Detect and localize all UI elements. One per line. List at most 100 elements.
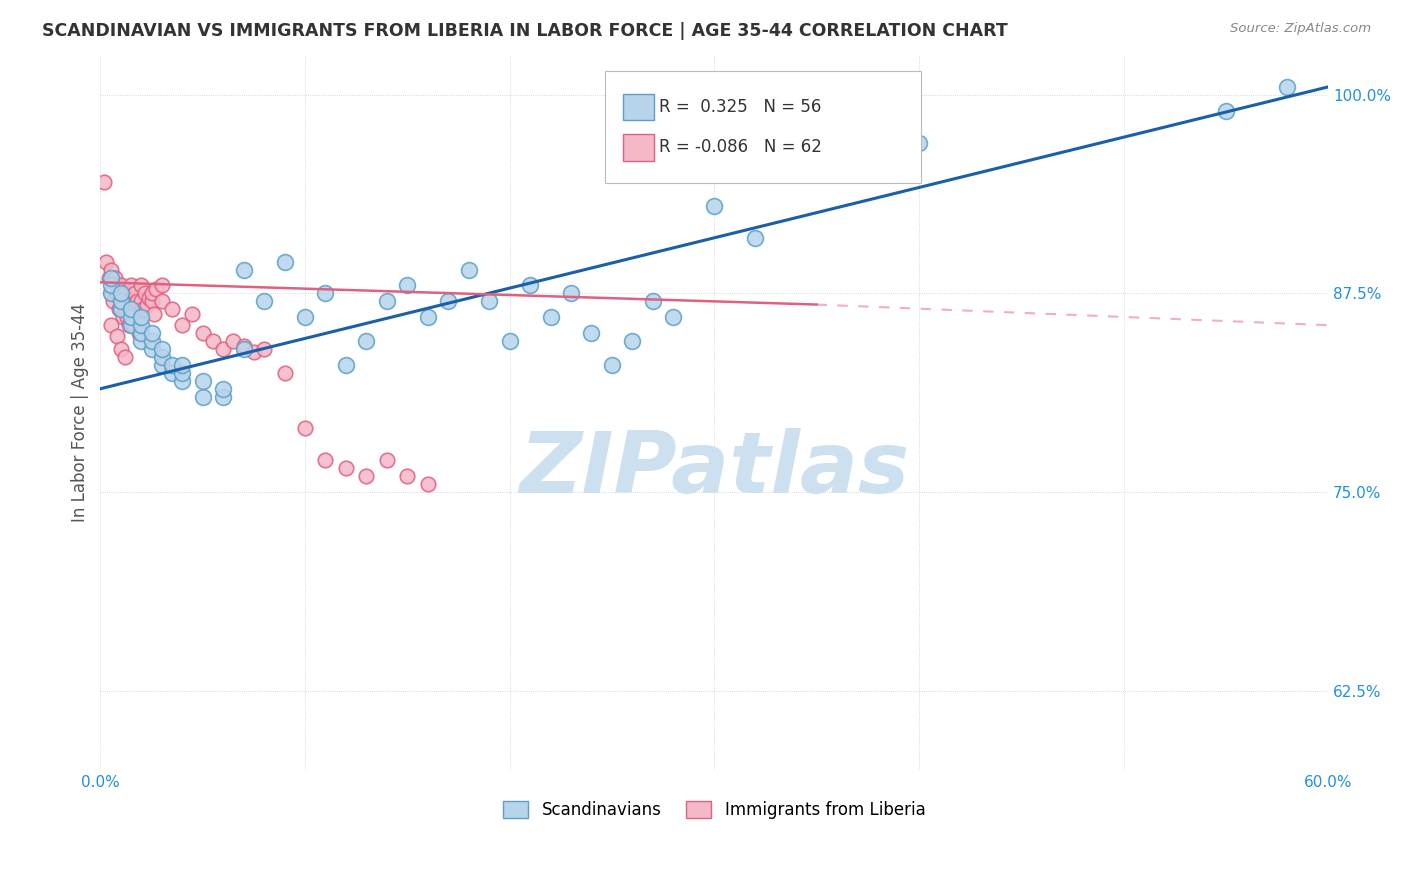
Point (172, 374, 194, 388)
Point (129, 334, 152, 348)
Point (100, 286, 122, 301)
Point (641, 294, 664, 309)
Point (294, 310, 316, 325)
Text: SCANDINAVIAN VS IMMIGRANTS FROM LIBERIA IN LABOR FORCE | AGE 35-44 CORRELATION C: SCANDINAVIAN VS IMMIGRANTS FROM LIBERIA … (42, 22, 1008, 40)
Point (120, 278, 142, 293)
Point (129, 278, 152, 293)
Point (105, 286, 128, 301)
Point (100, 286, 122, 301)
Point (97, 270, 120, 285)
Point (560, 286, 582, 301)
Point (124, 286, 146, 301)
Point (232, 339, 254, 353)
Point (703, 199, 725, 213)
Point (127, 310, 149, 325)
Point (396, 278, 419, 293)
Point (141, 326, 163, 340)
Point (107, 302, 129, 317)
Point (181, 307, 204, 321)
Point (457, 262, 479, 277)
Point (138, 291, 160, 305)
Point (110, 278, 132, 293)
Text: ZIPatlas: ZIPatlas (519, 428, 910, 511)
Point (437, 294, 460, 309)
Point (100, 278, 122, 293)
Point (356, 469, 378, 483)
Point (150, 342, 173, 356)
Point (111, 310, 134, 325)
Point (122, 302, 145, 317)
Point (273, 366, 295, 380)
Point (128, 326, 150, 340)
Point (141, 334, 163, 348)
Point (191, 326, 214, 340)
Point (160, 302, 183, 317)
Point (110, 342, 132, 356)
Point (212, 382, 235, 396)
Point (104, 270, 127, 285)
Point (621, 334, 644, 348)
Point (172, 366, 194, 380)
Point (118, 318, 141, 333)
Point (375, 453, 398, 467)
Point (160, 358, 183, 372)
Point (150, 350, 173, 364)
Y-axis label: In Labor Force | Age 35-44: In Labor Force | Age 35-44 (72, 303, 89, 522)
Point (111, 286, 134, 301)
Point (498, 334, 520, 348)
Legend: Scandinavians, Immigrants from Liberia: Scandinavians, Immigrants from Liberia (496, 795, 932, 826)
Point (141, 294, 163, 309)
Point (129, 294, 152, 309)
Point (416, 310, 439, 325)
Point (1215, 103, 1237, 118)
Point (201, 334, 224, 348)
Point (105, 329, 128, 343)
Point (744, 231, 766, 245)
Point (150, 294, 173, 309)
Point (150, 358, 173, 372)
Point (120, 294, 142, 309)
Point (191, 390, 214, 404)
Point (93, 175, 115, 189)
Point (100, 318, 122, 333)
Point (110, 302, 132, 317)
Point (222, 334, 245, 348)
Point (232, 262, 254, 277)
Point (232, 342, 254, 356)
Point (127, 294, 149, 309)
Point (114, 286, 136, 301)
Point (142, 307, 165, 321)
Point (122, 318, 145, 333)
Point (114, 350, 136, 364)
Point (110, 286, 132, 301)
Point (335, 358, 357, 372)
Point (105, 278, 128, 293)
Point (662, 310, 685, 325)
Point (191, 374, 214, 388)
Point (212, 390, 235, 404)
Point (118, 294, 141, 309)
Point (150, 278, 173, 293)
Point (160, 366, 183, 380)
Point (243, 345, 266, 359)
Point (100, 262, 122, 277)
Point (416, 477, 439, 491)
Point (120, 302, 142, 317)
Point (132, 302, 155, 317)
Point (172, 358, 194, 372)
Point (172, 318, 194, 333)
Point (134, 286, 156, 301)
Point (519, 278, 541, 293)
Point (273, 254, 295, 268)
Point (540, 310, 562, 325)
Point (110, 294, 132, 309)
Point (314, 286, 336, 301)
Text: R = -0.086   N = 62: R = -0.086 N = 62 (659, 138, 823, 156)
Point (141, 286, 163, 301)
Point (114, 302, 136, 317)
Text: Source: ZipAtlas.com: Source: ZipAtlas.com (1230, 22, 1371, 36)
Point (129, 318, 152, 333)
Text: R =  0.325   N = 56: R = 0.325 N = 56 (659, 98, 821, 116)
Point (1277, 79, 1299, 94)
Point (129, 326, 152, 340)
